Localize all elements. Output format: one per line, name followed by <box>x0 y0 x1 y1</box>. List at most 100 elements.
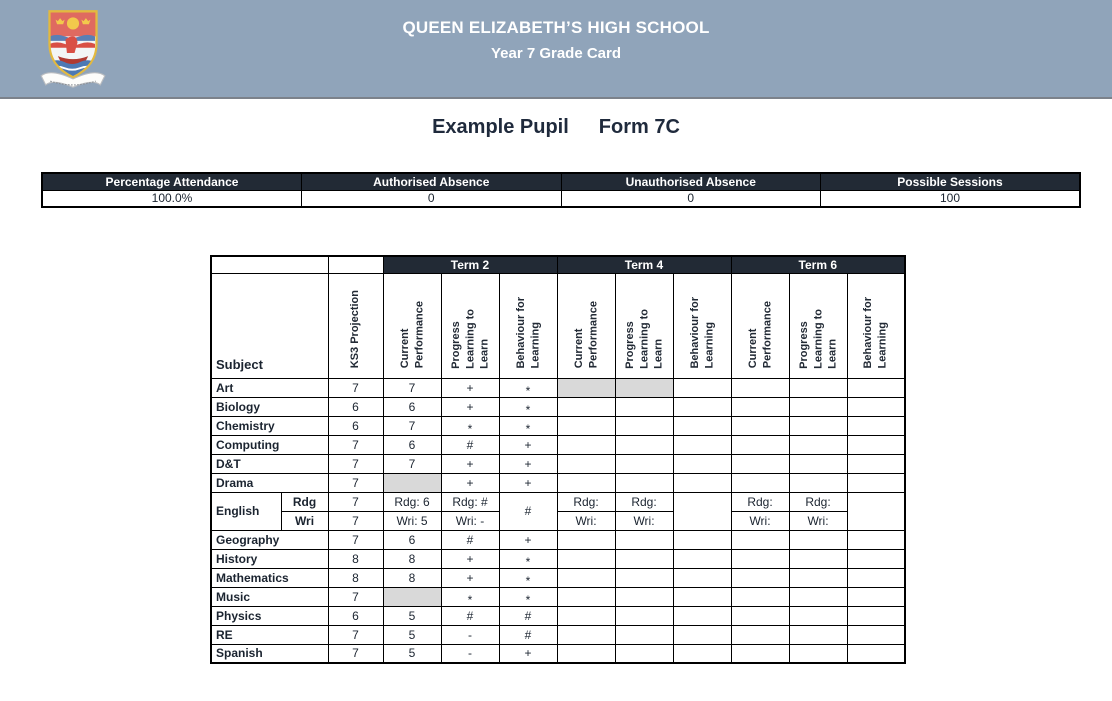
grade-table: Term 2 Term 4 Term 6 Subject KS3 Project… <box>210 255 907 664</box>
grade-cell: + <box>440 567 500 588</box>
grade-cell: 7 <box>327 586 384 607</box>
grade-cell <box>730 548 790 569</box>
grade-cell <box>788 548 848 569</box>
grade-cell <box>614 586 674 607</box>
grade-cell <box>730 529 790 550</box>
grade-cell: 6 <box>382 529 442 550</box>
grade-cell <box>556 624 616 645</box>
row-d-t: D&T 7 7 + + <box>210 453 906 474</box>
grade-cell <box>556 548 616 569</box>
row-re: RE 7 5- # <box>210 624 906 645</box>
grade-cell <box>614 396 674 417</box>
grade-cell-behaviour-merged: # <box>498 491 558 531</box>
grade-cell <box>846 586 906 607</box>
row-mathematics: Mathematics 8 8 + * <box>210 567 906 588</box>
star-symbol: * <box>525 573 531 587</box>
grade-cell <box>672 472 732 493</box>
grade-cell <box>788 529 848 550</box>
col-header-term-6-progress: Progress Learning to Learn <box>788 272 848 379</box>
grade-cell: + <box>440 548 500 569</box>
grade-cell: + <box>440 472 500 493</box>
grade-cell <box>788 624 848 645</box>
grade-cell <box>730 415 790 436</box>
grade-cell <box>730 567 790 588</box>
attendance-value-authorised: 0 <box>301 189 562 208</box>
grade-table-body: Art 7 7 + * Biology 6 6 + * Chemistry 6 7 * * Computing… <box>210 377 906 664</box>
row-computing: Computing 7 6 # + <box>210 434 906 455</box>
col-header-term-2-progress: Progress Learning to Learn <box>440 272 500 379</box>
grade-cell: 7 <box>327 453 384 474</box>
row-chemistry: Chemistry 6 7 * * <box>210 415 906 436</box>
grade-cell: 7 <box>327 491 384 512</box>
term-6-header: Term 6 <box>730 255 906 274</box>
grade-cell <box>672 453 732 474</box>
attendance-header-unauthorised: Unauthorised Absence <box>560 172 821 191</box>
grade-cell <box>846 624 906 645</box>
grade-cell <box>788 472 848 493</box>
grade-cell: 6 <box>327 396 384 417</box>
grade-cell: 8 <box>327 567 384 588</box>
grade-cell <box>614 529 674 550</box>
star-symbol: * <box>467 421 473 435</box>
grade-cell <box>846 529 906 550</box>
grade-cell: + <box>440 377 500 398</box>
col-header-term-6-behaviour-for-label: Behaviour for Learning <box>862 296 889 369</box>
subject-label-history: History <box>210 548 329 569</box>
grade-cell <box>730 643 790 664</box>
pupil-name: Example Pupil <box>432 116 569 138</box>
attendance-header-possible: Possible Sessions <box>820 172 1081 191</box>
subject-label-chemistry: Chemistry <box>210 415 329 436</box>
grade-cell <box>730 472 790 493</box>
grade-cell <box>382 586 442 607</box>
subject-label-english: English <box>210 491 282 531</box>
col-header-term-4-current: Current Performance <box>556 272 616 379</box>
subject-label-art: Art <box>210 377 329 398</box>
grade-cell <box>614 377 674 398</box>
grade-cell: 5 <box>382 605 442 626</box>
attendance-value-row: 100.0% 0 0 100 <box>41 189 1081 208</box>
grade-cell <box>730 586 790 607</box>
subject-label-music: Music <box>210 586 329 607</box>
star-symbol: * <box>525 383 531 397</box>
grade-cell: Wri: <box>730 510 790 531</box>
grade-cell <box>846 396 906 417</box>
grade-cell: 6 <box>382 396 442 417</box>
grade-cell: * <box>498 586 558 607</box>
col-header-term-6-progress-label: Progress Learning to Learn <box>797 308 839 369</box>
grade-cell: - <box>440 624 500 645</box>
term-4-header: Term 4 <box>556 255 732 274</box>
grade-cell: - <box>440 643 500 664</box>
crest-motto-ribbon <box>40 72 106 88</box>
grade-cell <box>672 396 732 417</box>
grade-cell <box>672 567 732 588</box>
grade-cell <box>730 377 790 398</box>
grade-cell: Wri: <box>556 510 616 531</box>
grade-cell <box>672 548 732 569</box>
grade-cell: * <box>498 567 558 588</box>
grade-cell: # <box>440 434 500 455</box>
col-header-term-6-current: Current Performance <box>730 272 790 379</box>
attendance-header-authorised: Authorised Absence <box>301 172 562 191</box>
col-header-term-4-progress-label: Progress Learning to Learn <box>623 308 665 369</box>
row-spanish: Spanish 7 5- + <box>210 643 906 664</box>
banner-titles: QUEEN ELIZABETH’S HIGH SCHOOL Year 7 Gra… <box>0 18 1112 62</box>
col-header-term-4-behaviour-for-label: Behaviour for Learning <box>688 296 715 369</box>
grade-cell: 8 <box>382 548 442 569</box>
grade-cell <box>614 643 674 664</box>
grade-cell <box>614 605 674 626</box>
grade-cell <box>730 605 790 626</box>
grade-cell <box>730 453 790 474</box>
row-english-rdg: English Rdg 7 Rdg: 6 Rdg: # # Rdg: Rdg: Rdg: Rdg: <box>210 491 906 531</box>
col-header-term-4-current-label: Current Performance <box>572 301 599 369</box>
row-art: Art 7 7 + * <box>210 377 906 398</box>
star-symbol: * <box>525 554 531 568</box>
header-banner: QUEEN ELIZABETH’S HIGH SCHOOL Year 7 Gra… <box>0 0 1112 99</box>
grade-cell <box>556 396 616 417</box>
grade-cell: 5 <box>382 624 442 645</box>
row-drama: Drama 7 + + <box>210 472 906 493</box>
grade-cell: Rdg: <box>556 491 616 512</box>
grade-cell <box>846 377 906 398</box>
grade-cell: Rdg: 6 <box>382 491 442 512</box>
col-header-term-4-progress: Progress Learning to Learn <box>614 272 674 379</box>
